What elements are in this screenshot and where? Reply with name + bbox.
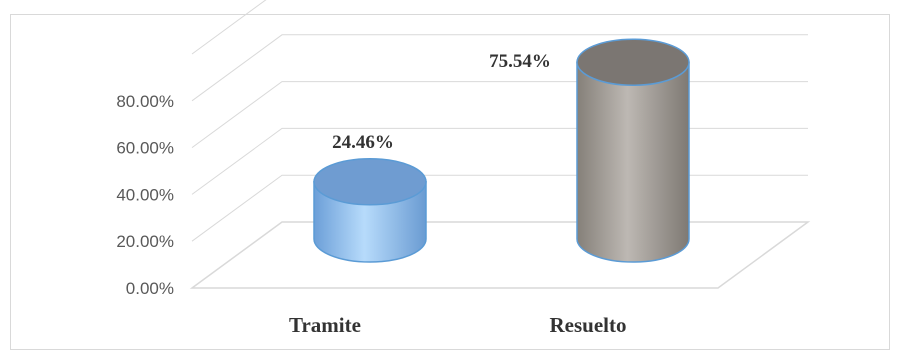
y-tick-label: 20.00% xyxy=(116,232,174,251)
chart-frame xyxy=(10,14,890,350)
gridline xyxy=(191,127,808,195)
bar-body xyxy=(576,61,690,263)
y-tick-label: 80.00% xyxy=(116,92,174,111)
chart-floor xyxy=(189,221,811,289)
gridline xyxy=(191,81,808,149)
y-tick-label: 40.00% xyxy=(116,185,174,204)
gridline xyxy=(191,34,808,102)
x-category-label: Tramite xyxy=(289,313,361,337)
gridline xyxy=(191,174,808,242)
data-label: 24.46% xyxy=(332,132,394,153)
y-tick-label: 60.00% xyxy=(116,139,174,158)
bar-resuelto xyxy=(576,38,690,263)
bar-top xyxy=(313,158,427,206)
bar-tramite xyxy=(313,158,427,263)
bar-top xyxy=(576,38,690,86)
data-label: 75.54% xyxy=(489,51,551,72)
gridline xyxy=(191,0,267,55)
x-category-label: Resuelto xyxy=(550,313,627,337)
y-tick-label: 0.00% xyxy=(126,279,174,298)
